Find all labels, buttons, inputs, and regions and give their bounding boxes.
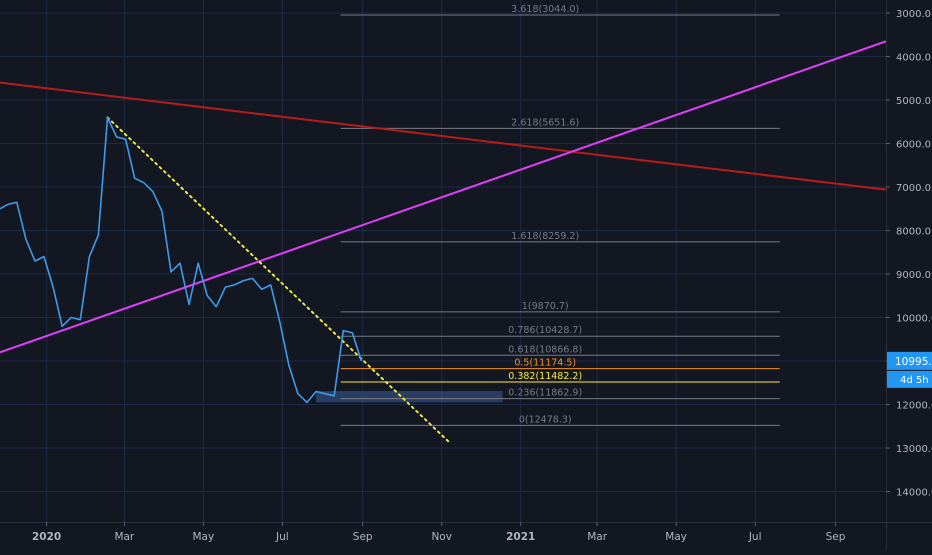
x-tick-label: 2020 — [32, 531, 61, 543]
y-tick-label: 14000.0 — [896, 488, 932, 499]
countdown-badge-label: 4d 5h — [900, 375, 929, 386]
countdown-badge — [887, 370, 932, 388]
fib-level-label: 3.618(3044.0) — [511, 4, 579, 15]
price-badge-label: 10995.9 — [895, 356, 932, 368]
fib-level-label: 2.618(5651.6) — [511, 117, 579, 128]
x-tick-label: 2021 — [506, 531, 535, 543]
fibonacci-layer: 3.618(3044.0) 2.618(5651.6) 1.618(8259.2) 1… — [340, 4, 780, 426]
red-resistance-line — [0, 81, 887, 191]
x-tick-label: Mar — [587, 531, 607, 543]
grid — [0, 0, 886, 522]
y-tick-label: 7000.0 — [896, 183, 931, 194]
y-tick-label: 8000.0 — [896, 227, 931, 238]
fib-level-label: 0.618(10866.8) — [508, 344, 582, 355]
x-tick-label: Jul — [275, 531, 289, 543]
x-tick-label: Mar — [114, 531, 134, 543]
x-tick-label: May — [665, 531, 687, 543]
y-tick-label: 10000.0 — [896, 314, 932, 325]
price-series-layer — [0, 116, 363, 404]
support-zone-layer — [316, 391, 503, 403]
x-tick-label: Jul — [748, 531, 762, 543]
fib-level-label: 0.236(11862.9) — [508, 388, 582, 399]
price-badge — [887, 351, 932, 370]
fib-level-label: 0(12478.3) — [519, 414, 572, 425]
x-tick-label: Nov — [431, 531, 452, 543]
price-line — [0, 116, 363, 404]
x-tick-label: May — [193, 531, 215, 543]
trend-lines-layer — [0, 40, 887, 445]
fib-level-label: 0.786(10428.7) — [508, 325, 582, 336]
y-tick-label: 12000.0 — [896, 401, 932, 412]
fib-level-label: 0.5(11174.5) — [514, 358, 576, 369]
fib-level-label: 1.618(8259.2) — [511, 231, 579, 242]
y-tick-label: 4000.0 — [896, 53, 931, 64]
y-tick-label: 9000.0 — [896, 270, 931, 281]
y-tick-label: 3000.0 — [896, 9, 931, 20]
magenta-trend-line — [0, 40, 887, 354]
y-tick-label: 6000.0 — [896, 140, 931, 151]
x-tick-label: Sep — [353, 531, 373, 543]
yellow-dotted-line — [106, 116, 452, 445]
y-tick-label: 5000.0 — [896, 96, 931, 107]
x-tick-label: Sep — [826, 531, 846, 543]
fib-level-label: 1(9870.7) — [522, 301, 569, 312]
fib-level-label: 0.382(11482.2) — [508, 371, 582, 382]
support-zone-rect — [316, 391, 503, 403]
y-tick-label: 13000.0 — [896, 444, 932, 455]
